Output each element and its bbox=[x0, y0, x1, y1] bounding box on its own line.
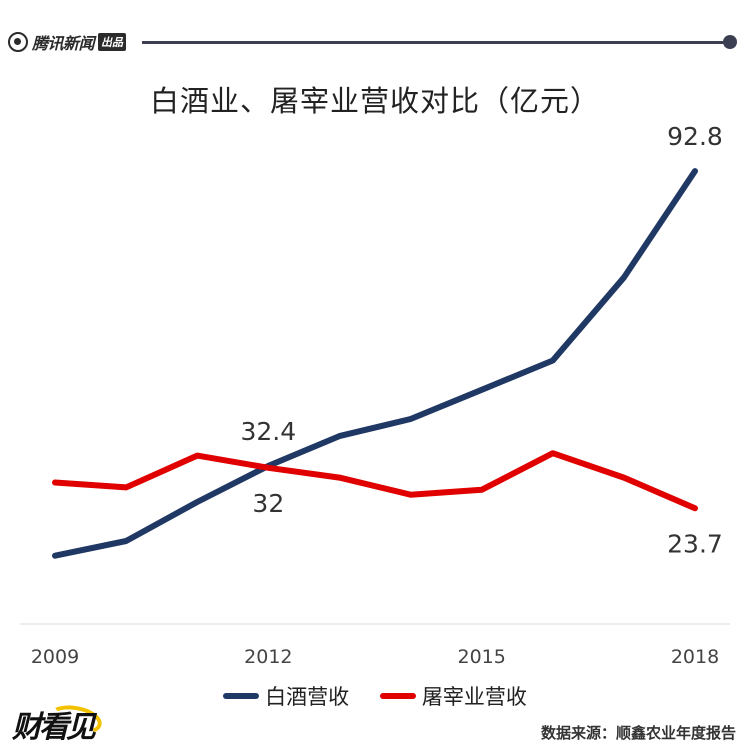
legend-swatch-slaughter bbox=[379, 693, 416, 699]
x-tick-label: 2018 bbox=[671, 646, 719, 668]
brand-badge: 出品 bbox=[98, 33, 127, 51]
brand-name: 腾讯新闻 bbox=[32, 34, 95, 53]
caikanjian-logo: 财看见 bbox=[8, 700, 108, 745]
x-tick-label: 2015 bbox=[457, 646, 505, 668]
chart-title: 白酒业、屠宰业营收对比（亿元） bbox=[149, 84, 600, 118]
legend-label-baijiu: 白酒营收 bbox=[265, 685, 350, 709]
series-line-1 bbox=[52, 450, 698, 512]
data-source: 数据来源：顺鑫农业年度报告 bbox=[540, 724, 736, 742]
legend-item-slaughter: 屠宰业营收 bbox=[379, 681, 527, 711]
legend-label-slaughter: 屠宰业营收 bbox=[421, 685, 527, 709]
header-bar: 腾讯新闻 出品 bbox=[0, 0, 750, 80]
header-rule bbox=[142, 41, 728, 44]
series-line-0 bbox=[52, 168, 698, 559]
data-label: 23.7 bbox=[667, 529, 723, 558]
logo-text: 财看见 bbox=[12, 710, 96, 745]
header-rule-dot bbox=[723, 35, 737, 49]
brand: 腾讯新闻 出品 bbox=[8, 30, 127, 54]
legend-item-baijiu: 白酒营收 bbox=[223, 681, 349, 711]
data-label: 32 bbox=[252, 489, 284, 518]
tencent-news-logo-icon bbox=[8, 32, 28, 52]
x-tick-label: 2012 bbox=[244, 646, 292, 668]
legend-swatch-baijiu bbox=[223, 693, 260, 699]
legend: 白酒营收 屠宰业营收 bbox=[0, 680, 750, 711]
data-label: 32.4 bbox=[240, 417, 296, 446]
x-tick-label: 2009 bbox=[31, 646, 79, 668]
data-label: 92.8 bbox=[667, 122, 723, 151]
